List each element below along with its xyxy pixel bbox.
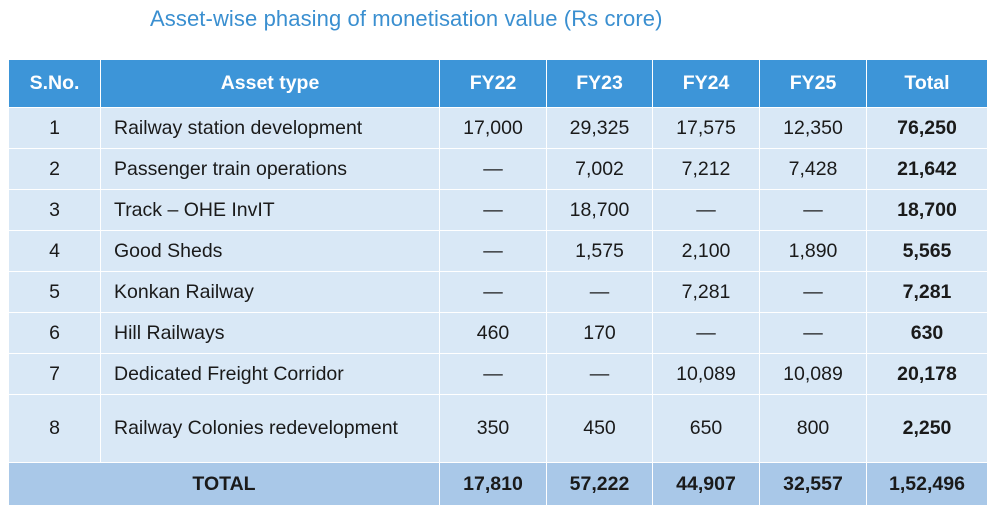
- cell-fy25: 7,428: [759, 148, 867, 190]
- cell-total: 21,642: [866, 148, 988, 190]
- header-total: Total: [866, 59, 988, 108]
- total-fy23: 57,222: [546, 462, 653, 506]
- header-fy22: FY22: [439, 59, 547, 108]
- cell-fy25: —: [759, 312, 867, 354]
- cell-fy23: 450: [546, 394, 653, 463]
- header-sno: S.No.: [8, 59, 101, 108]
- cell-sno: 8: [8, 394, 101, 463]
- header-row: S.No. Asset type FY22 FY23 FY24 FY25 Tot…: [8, 59, 988, 108]
- cell-fy23: 18,700: [546, 189, 653, 231]
- cell-fy22: —: [439, 148, 547, 190]
- cell-sno: 1: [8, 107, 101, 149]
- cell-sno: 6: [8, 312, 101, 354]
- cell-fy25: 10,089: [759, 353, 867, 395]
- cell-sno: 4: [8, 230, 101, 272]
- cell-fy24: —: [652, 312, 760, 354]
- cell-asset-type: Railway station development: [100, 107, 440, 149]
- cell-fy23: —: [546, 353, 653, 395]
- table-body: 1 Railway station development 17,000 29,…: [8, 107, 988, 463]
- table-row: 3 Track – OHE InvIT — 18,700 — — 18,700: [8, 189, 988, 231]
- cell-fy22: —: [439, 189, 547, 231]
- cell-sno: 7: [8, 353, 101, 395]
- cell-fy24: 2,100: [652, 230, 760, 272]
- total-label: TOTAL: [8, 462, 440, 506]
- header-fy24: FY24: [652, 59, 760, 108]
- table-footer: TOTAL 17,810 57,222 44,907 32,557 1,52,4…: [8, 462, 988, 506]
- cell-fy25: 1,890: [759, 230, 867, 272]
- cell-fy22: 17,000: [439, 107, 547, 149]
- cell-total: 2,250: [866, 394, 988, 463]
- cell-fy22: —: [439, 230, 547, 272]
- cell-total: 5,565: [866, 230, 988, 272]
- header-fy23: FY23: [546, 59, 653, 108]
- cell-fy22: 350: [439, 394, 547, 463]
- cell-fy25: —: [759, 189, 867, 231]
- cell-fy25: —: [759, 271, 867, 313]
- cell-sno: 2: [8, 148, 101, 190]
- cell-fy22: —: [439, 271, 547, 313]
- cell-asset-type: Railway Colonies redevelopment: [100, 394, 440, 463]
- cell-fy23: 1,575: [546, 230, 653, 272]
- cell-fy24: 7,212: [652, 148, 760, 190]
- cell-asset-type: Konkan Railway: [100, 271, 440, 313]
- table-header: S.No. Asset type FY22 FY23 FY24 FY25 Tot…: [8, 59, 988, 108]
- cell-fy24: 17,575: [652, 107, 760, 149]
- cell-asset-type: Dedicated Freight Corridor: [100, 353, 440, 395]
- cell-fy23: 29,325: [546, 107, 653, 149]
- monetisation-table: S.No. Asset type FY22 FY23 FY24 FY25 Tot…: [8, 59, 988, 506]
- table-row: 5 Konkan Railway — — 7,281 — 7,281: [8, 271, 988, 313]
- header-fy25: FY25: [759, 59, 867, 108]
- header-asset-type: Asset type: [100, 59, 440, 108]
- cell-fy23: —: [546, 271, 653, 313]
- cell-fy25: 800: [759, 394, 867, 463]
- cell-fy22: 460: [439, 312, 547, 354]
- cell-asset-type: Track – OHE InvIT: [100, 189, 440, 231]
- cell-total: 20,178: [866, 353, 988, 395]
- total-row: TOTAL 17,810 57,222 44,907 32,557 1,52,4…: [8, 462, 988, 506]
- total-fy25: 32,557: [759, 462, 867, 506]
- cell-sno: 3: [8, 189, 101, 231]
- table-row: 1 Railway station development 17,000 29,…: [8, 107, 988, 149]
- total-fy24: 44,907: [652, 462, 760, 506]
- table-title: Asset-wise phasing of monetisation value…: [150, 6, 663, 31]
- cell-fy24: —: [652, 189, 760, 231]
- cell-fy24: 7,281: [652, 271, 760, 313]
- cell-fy25: 12,350: [759, 107, 867, 149]
- cell-fy22: —: [439, 353, 547, 395]
- total-fy22: 17,810: [439, 462, 547, 506]
- cell-fy23: 170: [546, 312, 653, 354]
- grand-total: 1,52,496: [866, 462, 988, 506]
- table-row: 8 Railway Colonies redevelopment 350 450…: [8, 394, 988, 463]
- cell-asset-type: Hill Railways: [100, 312, 440, 354]
- cell-total: 630: [866, 312, 988, 354]
- cell-sno: 5: [8, 271, 101, 313]
- cell-total: 7,281: [866, 271, 988, 313]
- cell-total: 18,700: [866, 189, 988, 231]
- cell-total: 76,250: [866, 107, 988, 149]
- cell-fy24: 10,089: [652, 353, 760, 395]
- table-row: 2 Passenger train operations — 7,002 7,2…: [8, 148, 988, 190]
- table-row: 4 Good Sheds — 1,575 2,100 1,890 5,565: [8, 230, 988, 272]
- cell-fy23: 7,002: [546, 148, 653, 190]
- cell-asset-type: Good Sheds: [100, 230, 440, 272]
- cell-asset-type: Passenger train operations: [100, 148, 440, 190]
- cell-fy24: 650: [652, 394, 760, 463]
- table-row: 6 Hill Railways 460 170 — — 630: [8, 312, 988, 354]
- table-row: 7 Dedicated Freight Corridor — — 10,089 …: [8, 353, 988, 395]
